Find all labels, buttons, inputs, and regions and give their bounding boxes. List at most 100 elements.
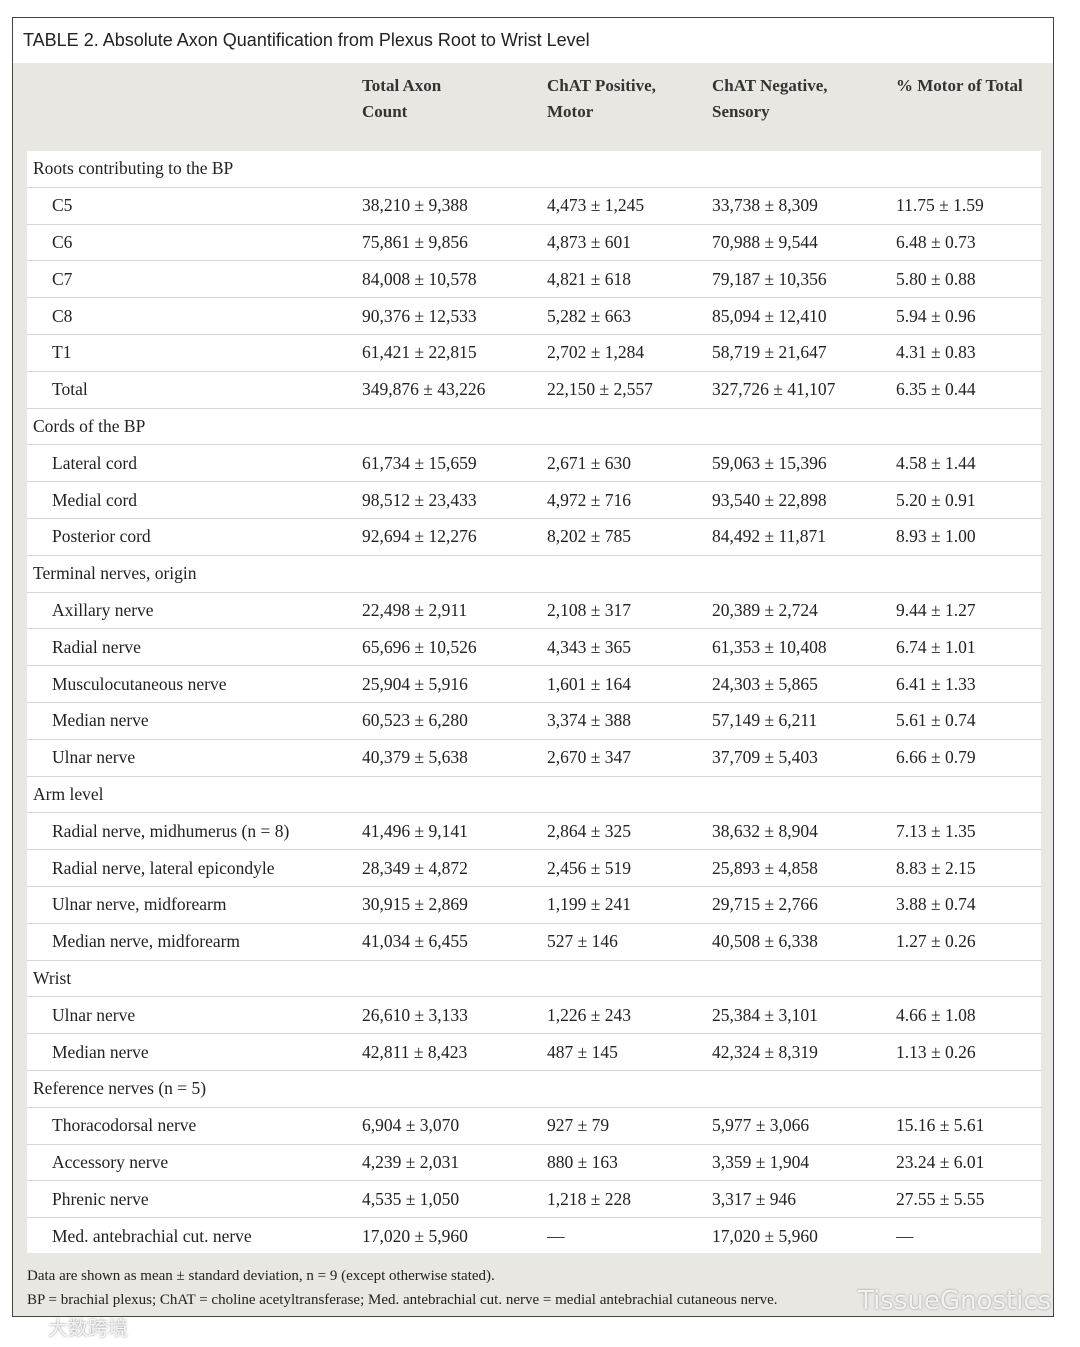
- cell: 84,008 ± 10,578: [362, 260, 547, 299]
- cell: 25,384 ± 3,101: [712, 996, 896, 1035]
- data-row: C5 38,210 ± 9,388 4,473 ± 1,245 33,738 ± 8,…: [27, 187, 1041, 225]
- data-row: Median nerve 42,811 ± 8,423 487 ± 145 42,32…: [27, 1033, 1041, 1071]
- cell: 22,150 ± 2,557: [547, 371, 712, 409]
- cell: 25,893 ± 4,858: [712, 849, 896, 887]
- cell: 15.16 ± 5.61: [896, 1107, 1041, 1145]
- cell: 42,811 ± 8,423: [362, 1033, 547, 1071]
- cell: 487 ± 145: [547, 1033, 712, 1071]
- section-title: Reference nerves (n = 5): [27, 1070, 1041, 1108]
- cell: 93,540 ± 22,898: [712, 481, 896, 519]
- cell: 41,496 ± 9,141: [362, 812, 547, 851]
- table-frame: TABLE 2. Absolute Axon Quantification fr…: [12, 17, 1054, 1317]
- row-label: Radial nerve: [27, 628, 362, 667]
- cell: 79,187 ± 10,356: [712, 260, 896, 299]
- cell: 4,873 ± 601: [547, 224, 712, 262]
- cell: 38,632 ± 8,904: [712, 812, 896, 851]
- cell: 57,149 ± 6,211: [712, 702, 896, 740]
- data-row: Med. antebrachial cut. nerve 17,020 ± 5,9…: [27, 1217, 1041, 1253]
- cell: 6.74 ± 1.01: [896, 628, 1041, 667]
- row-label: C8: [27, 297, 362, 335]
- cell: 4.66 ± 1.08: [896, 996, 1041, 1035]
- header-cell: Total Axon Count: [362, 76, 442, 121]
- cell: 30,915 ± 2,869: [362, 886, 547, 924]
- cell: 1.27 ± 0.26: [896, 923, 1041, 961]
- section-row: Roots contributing to the BP: [27, 151, 1041, 188]
- table-body: Roots contributing to the BP C5 38,210 ± 9…: [27, 151, 1041, 1253]
- row-label: Lateral cord: [27, 444, 362, 483]
- row-label: Accessory nerve: [27, 1144, 362, 1182]
- cell: 5.94 ± 0.96: [896, 297, 1041, 335]
- cell: 6.41 ± 1.33: [896, 665, 1041, 703]
- cell: 4,535 ± 1,050: [362, 1180, 547, 1219]
- cell: 349,876 ± 43,226: [362, 371, 547, 409]
- data-row: Axillary nerve 22,498 ± 2,911 2,108 ± 317 2…: [27, 592, 1041, 630]
- cell: 75,861 ± 9,856: [362, 224, 547, 262]
- cell: 5.80 ± 0.88: [896, 260, 1041, 299]
- cell: 2,702 ± 1,284: [547, 334, 712, 372]
- data-row: Accessory nerve 4,239 ± 2,031 880 ± 163 3,3…: [27, 1144, 1041, 1182]
- cell: 8,202 ± 785: [547, 518, 712, 556]
- row-label: C6: [27, 224, 362, 262]
- cell: 2,108 ± 317: [547, 592, 712, 630]
- section-title: Terminal nerves, origin: [27, 555, 1041, 593]
- cell: 4,239 ± 2,031: [362, 1144, 547, 1182]
- row-label: Median nerve: [27, 1033, 362, 1071]
- cell: 4,343 ± 365: [547, 628, 712, 667]
- row-label: Axillary nerve: [27, 592, 362, 630]
- cell: 17,020 ± 5,960: [362, 1217, 547, 1253]
- data-row: C8 90,376 ± 12,533 5,282 ± 663 85,094 ± 12,…: [27, 297, 1041, 335]
- row-label: Med. antebrachial cut. nerve: [27, 1217, 362, 1253]
- row-label: Total: [27, 371, 362, 409]
- cell: 3,374 ± 388: [547, 702, 712, 740]
- cell: 33,738 ± 8,309: [712, 187, 896, 225]
- cell: 27.55 ± 5.55: [896, 1180, 1041, 1219]
- cell: 98,512 ± 23,433: [362, 481, 547, 519]
- data-row: Median nerve 60,523 ± 6,280 3,374 ± 388 57,…: [27, 702, 1041, 740]
- cell: 527 ± 146: [547, 923, 712, 961]
- cell: 1,199 ± 241: [547, 886, 712, 924]
- cell: 58,719 ± 21,647: [712, 334, 896, 372]
- row-label: Musculocutaneous nerve: [27, 665, 362, 703]
- header-cell: ChAT Positive, Motor: [547, 76, 656, 121]
- cell: 6.35 ± 0.44: [896, 371, 1041, 409]
- data-row: C7 84,008 ± 10,578 4,821 ± 618 79,187 ± 10,…: [27, 260, 1041, 299]
- section-title: Cords of the BP: [27, 408, 1041, 446]
- cell: 2,864 ± 325: [547, 812, 712, 851]
- cell: 40,379 ± 5,638: [362, 739, 547, 777]
- cell: 880 ± 163: [547, 1144, 712, 1182]
- watermark: 大数跨境: [48, 1316, 128, 1340]
- cell: 85,094 ± 12,410: [712, 297, 896, 335]
- cell: 5,282 ± 663: [547, 297, 712, 335]
- footnotes: Data are shown as mean ± standard deviat…: [27, 1264, 778, 1312]
- cell: 1.13 ± 0.26: [896, 1033, 1041, 1071]
- cell: 4,821 ± 618: [547, 260, 712, 299]
- data-row: Ulnar nerve 26,610 ± 3,133 1,226 ± 243 25,3…: [27, 996, 1041, 1035]
- row-label: Phrenic nerve: [27, 1180, 362, 1219]
- section-row: Wrist: [27, 960, 1041, 998]
- data-row: Musculocutaneous nerve 25,904 ± 5,916 1,60…: [27, 665, 1041, 703]
- row-label: C7: [27, 260, 362, 299]
- data-row: Lateral cord 61,734 ± 15,659 2,671 ± 630 59…: [27, 444, 1041, 483]
- row-label: Radial nerve, midhumerus (n = 8): [27, 812, 362, 851]
- data-row: Radial nerve 65,696 ± 10,526 4,343 ± 365 61…: [27, 628, 1041, 667]
- cell: 4,473 ± 1,245: [547, 187, 712, 225]
- cell: 70,988 ± 9,544: [712, 224, 896, 262]
- data-row: Posterior cord 92,694 ± 12,276 8,202 ± 785…: [27, 518, 1041, 556]
- cell: 61,353 ± 10,408: [712, 628, 896, 667]
- cell: 3.88 ± 0.74: [896, 886, 1041, 924]
- header-row: Total Axon Count ChAT Positive, Motor Ch…: [13, 63, 1053, 148]
- data-row: Total 349,876 ± 43,226 22,150 ± 2,557 327,7…: [27, 371, 1041, 409]
- cell: —: [896, 1217, 1041, 1253]
- cell: 92,694 ± 12,276: [362, 518, 547, 556]
- row-label: Median nerve: [27, 702, 362, 740]
- cell: 60,523 ± 6,280: [362, 702, 547, 740]
- cell: 2,671 ± 630: [547, 444, 712, 483]
- cell: 20,389 ± 2,724: [712, 592, 896, 630]
- cell: 5.61 ± 0.74: [896, 702, 1041, 740]
- section-title: Roots contributing to the BP: [27, 151, 1041, 188]
- cell: 22,498 ± 2,911: [362, 592, 547, 630]
- cell: 4.31 ± 0.83: [896, 334, 1041, 372]
- cell: 41,034 ± 6,455: [362, 923, 547, 961]
- cell: 8.93 ± 1.00: [896, 518, 1041, 556]
- row-label: T1: [27, 334, 362, 372]
